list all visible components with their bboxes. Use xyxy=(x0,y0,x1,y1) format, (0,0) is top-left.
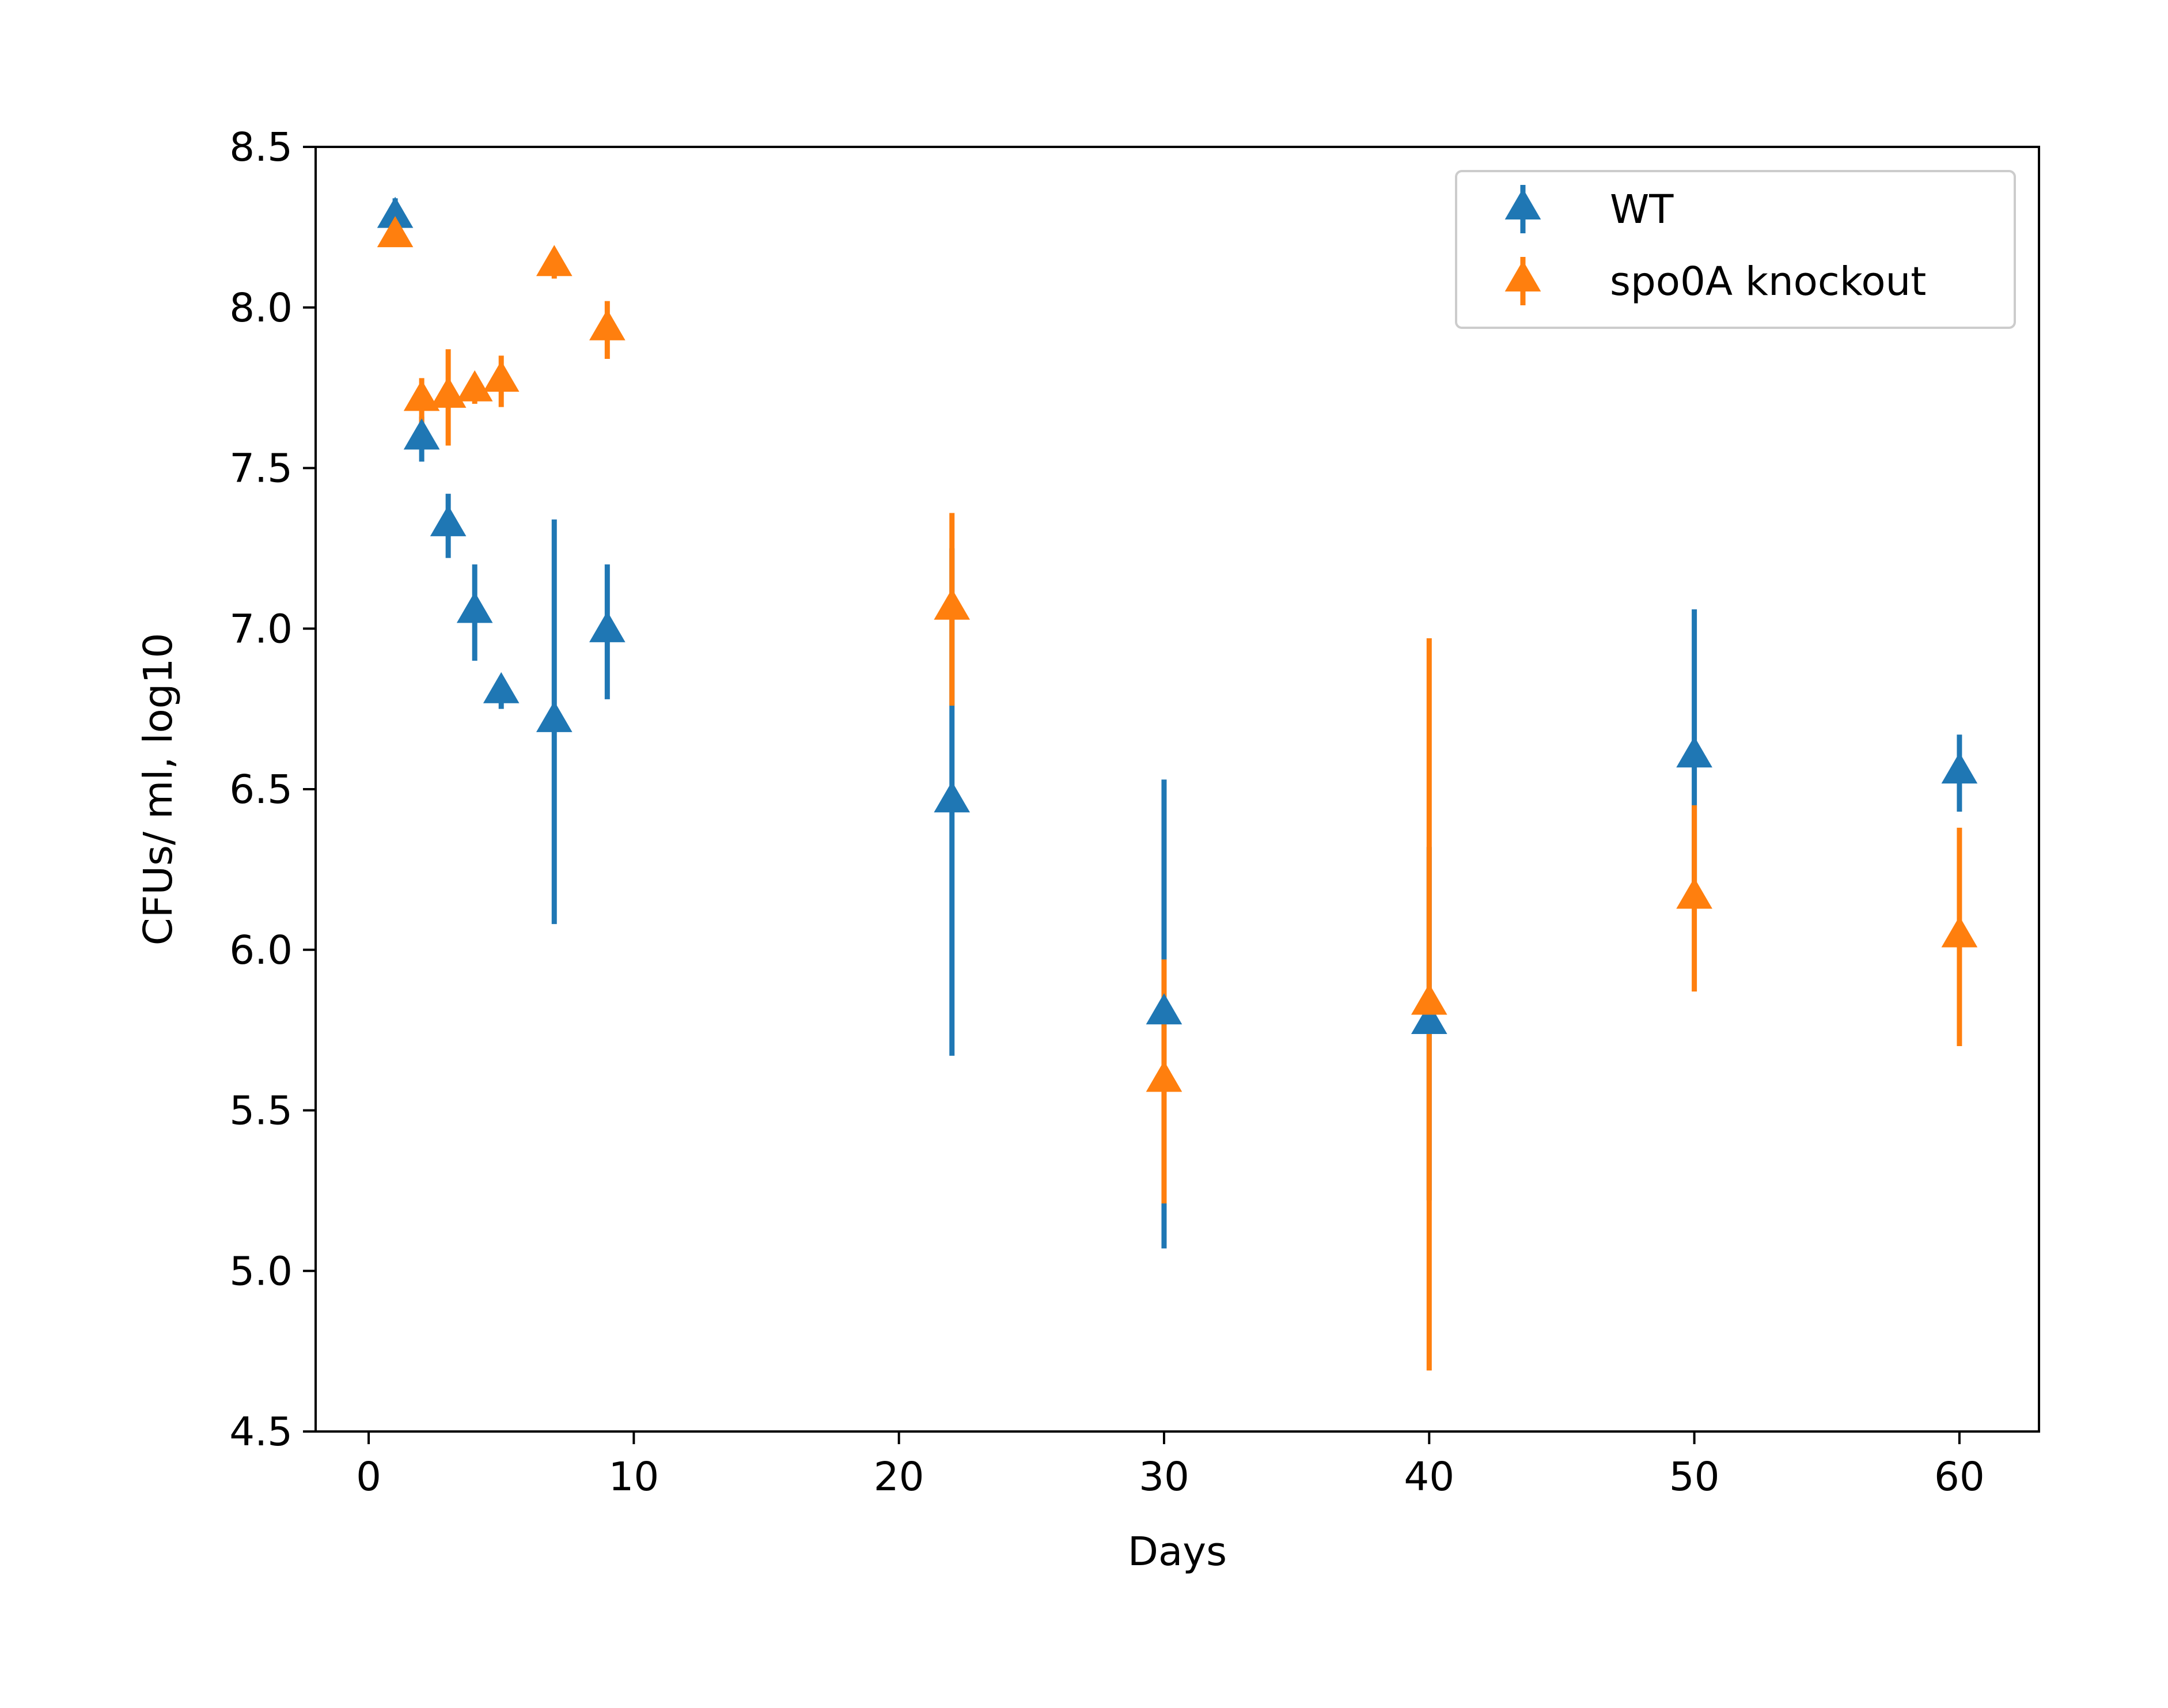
data-point-spo0a-knockout xyxy=(483,360,520,392)
x-tick-label: 0 xyxy=(356,1454,381,1500)
legend-label-spo0a-knockout: spo0A knockout xyxy=(1610,259,1926,305)
data-point-spo0a-knockout xyxy=(1676,877,1712,909)
data-point-wt xyxy=(934,781,971,813)
y-tick-label: 8.0 xyxy=(229,285,293,331)
data-point-spo0a-knockout xyxy=(430,376,467,408)
data-markers xyxy=(377,196,1978,1092)
data-point-wt xyxy=(589,611,626,642)
data-point-spo0a-knockout xyxy=(934,588,971,620)
data-point-wt xyxy=(456,592,493,623)
y-tick-label: 7.0 xyxy=(229,606,293,652)
legend-marker-spo0a-knockout xyxy=(1504,260,1541,291)
data-point-spo0a-knockout xyxy=(1411,983,1447,1015)
data-point-spo0a-knockout xyxy=(377,216,414,248)
data-point-wt xyxy=(1941,752,1978,784)
data-point-wt xyxy=(377,196,414,228)
x-axis-ticks: 0 10 20 30 40 50 60 xyxy=(356,1431,1985,1500)
y-tick-label: 5.0 xyxy=(229,1248,293,1294)
data-point-wt xyxy=(1676,736,1712,768)
y-axis-ticks: 4.5 5.0 5.5 6.0 6.5 7.0 7.5 8.0 8.5 xyxy=(229,124,316,1455)
legend-marker-wt xyxy=(1504,188,1541,219)
x-tick-label: 20 xyxy=(874,1454,924,1500)
x-tick-label: 40 xyxy=(1404,1454,1454,1500)
legend-box xyxy=(1455,170,2016,329)
data-point-wt xyxy=(483,672,520,703)
y-tick-label: 6.0 xyxy=(229,927,293,974)
x-tick-label: 50 xyxy=(1669,1454,1720,1500)
legend: WT spo0A knockout xyxy=(1455,170,2016,329)
x-tick-label: 30 xyxy=(1139,1454,1189,1500)
data-point-spo0a-knockout xyxy=(403,380,440,411)
x-axis-label: Days xyxy=(1128,1529,1227,1575)
data-point-spo0a-knockout xyxy=(1941,916,1978,948)
y-tick-label: 4.5 xyxy=(229,1409,293,1455)
y-tick-label: 7.5 xyxy=(229,446,293,492)
data-point-wt xyxy=(1411,1002,1447,1034)
y-tick-label: 8.5 xyxy=(229,124,293,171)
data-point-wt xyxy=(536,700,573,732)
legend-label-wt: WT xyxy=(1610,187,1674,233)
y-axis-label: CFUs/ ml, log10 xyxy=(135,633,181,946)
y-tick-label: 5.5 xyxy=(229,1088,293,1134)
x-tick-label: 10 xyxy=(608,1454,659,1500)
x-tick-label: 60 xyxy=(1934,1454,1985,1500)
data-point-spo0a-knockout xyxy=(536,245,573,277)
data-point-spo0a-knockout xyxy=(589,309,626,340)
data-point-wt xyxy=(403,418,440,450)
data-point-wt xyxy=(430,505,467,536)
data-point-spo0a-knockout xyxy=(1146,1061,1182,1092)
data-point-wt xyxy=(1146,993,1182,1025)
y-tick-label: 6.5 xyxy=(229,767,293,813)
data-point-spo0a-knockout xyxy=(456,370,493,402)
